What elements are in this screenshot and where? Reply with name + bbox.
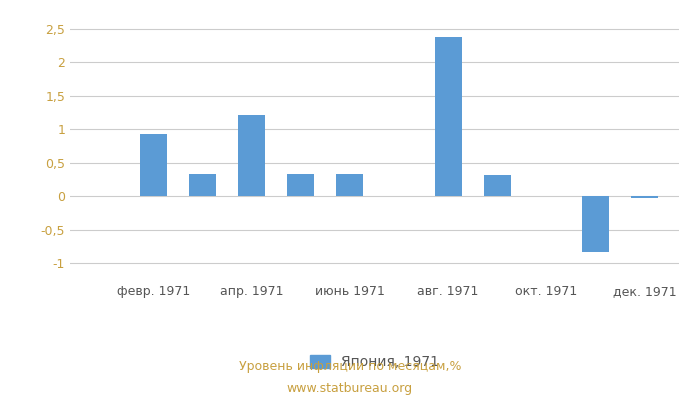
Text: www.statbureau.org: www.statbureau.org	[287, 382, 413, 395]
Text: Уровень инфляции по месяцам,%: Уровень инфляции по месяцам,%	[239, 360, 461, 373]
Bar	[631, 196, 658, 198]
Bar	[484, 176, 511, 196]
Bar	[435, 37, 462, 196]
Bar	[287, 174, 314, 196]
Bar	[582, 196, 609, 252]
Legend: Япония, 1971: Япония, 1971	[304, 350, 445, 375]
Bar	[337, 174, 363, 196]
Bar	[140, 134, 167, 196]
Bar	[238, 114, 265, 196]
Bar	[189, 174, 216, 196]
